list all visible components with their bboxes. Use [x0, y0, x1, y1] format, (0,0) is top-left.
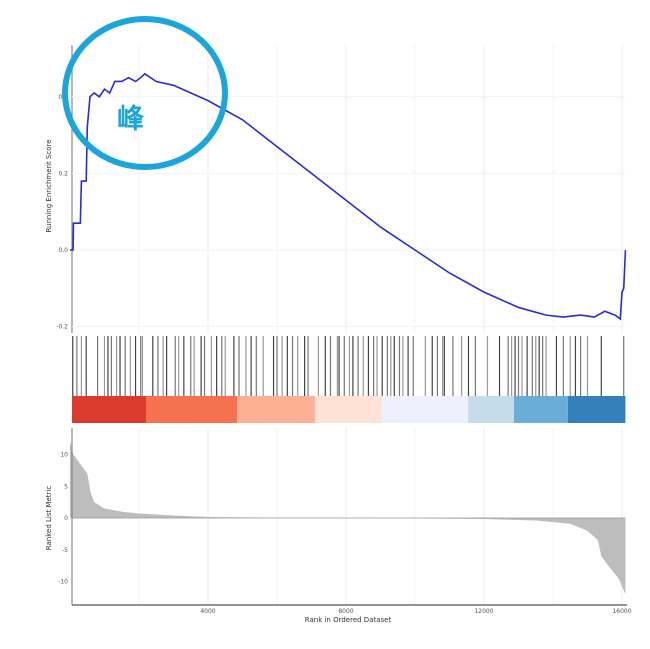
enrichment-score-panel: 0.40.20.0-0.2 — [56, 45, 627, 333]
rank-y-tick-label: -5 — [62, 547, 68, 554]
rank-y-tick-label: 10 — [60, 452, 68, 459]
rank-y-axis-label: Ranked List Metric — [45, 486, 53, 551]
color-strip-segment — [514, 396, 568, 423]
x-tick-label: 8000 — [338, 608, 353, 615]
peak-highlight-circle — [62, 16, 228, 170]
es-y-axis-label: Running Enrichment Score — [45, 139, 53, 232]
color-strip-segment — [468, 396, 515, 423]
ranked-metric-panel: 4000 8000 12000 16000 10 5 0 -5 -10 — [58, 428, 632, 615]
color-strip-segment — [145, 396, 237, 423]
rank-y-tick-label: -10 — [58, 579, 68, 586]
x-tick-label: 12000 — [474, 608, 493, 615]
rank-y-tick-label: 5 — [64, 483, 68, 490]
x-axis-label: Rank in Ordered Dataset — [305, 616, 392, 624]
color-strip-segment — [236, 396, 315, 423]
color-strip-segment — [381, 396, 469, 423]
running-es-line — [70, 72, 627, 321]
es-y-tick-label: 0.0 — [58, 247, 68, 254]
color-strip-segment — [314, 396, 382, 423]
rank-y-tick-label: 0 — [64, 515, 68, 522]
x-tick-label: 16000 — [612, 608, 631, 615]
color-strip-segment — [567, 396, 626, 423]
es-y-tick-label: -0.2 — [56, 324, 68, 331]
x-tick-label: 4000 — [200, 608, 215, 615]
peak-annotation-text: 峰 — [117, 104, 144, 135]
es-y-tick-label: 0.2 — [58, 170, 68, 177]
color-strip-segment — [72, 396, 148, 423]
hits-panel — [72, 336, 626, 423]
